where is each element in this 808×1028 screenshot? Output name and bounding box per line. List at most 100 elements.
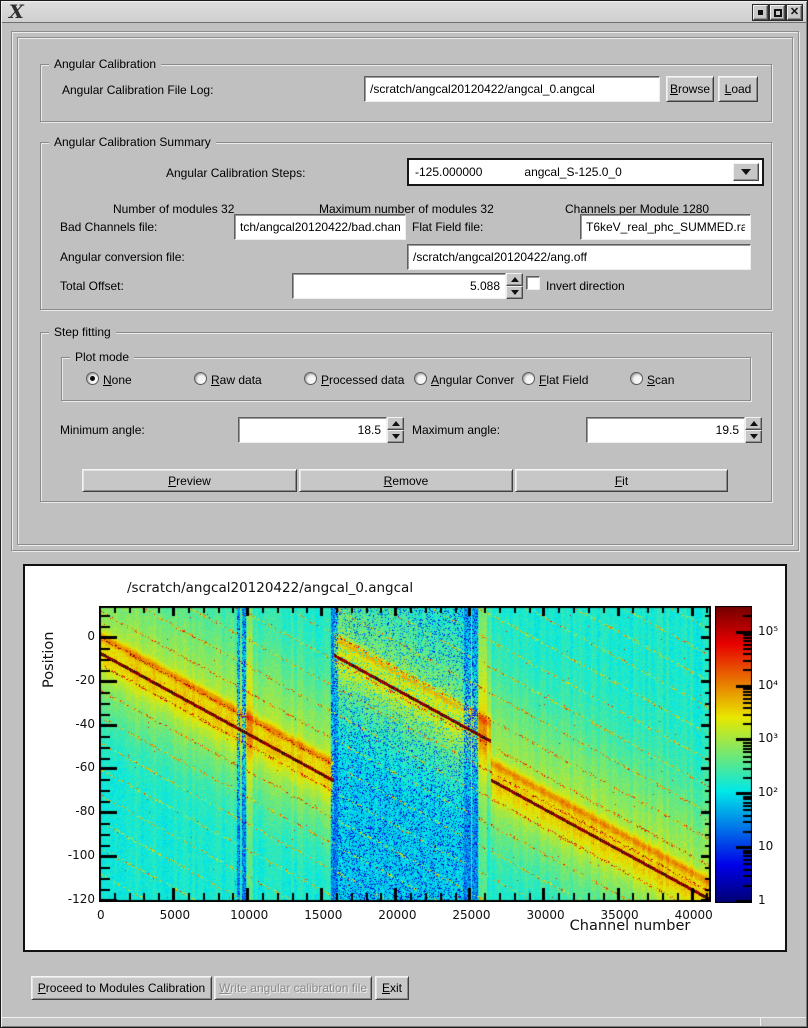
close-button[interactable]: ✕	[787, 5, 802, 20]
arrow-down-icon	[510, 290, 519, 295]
max-angle-label: Maximum angle:	[412, 423, 501, 437]
invert-direction-label: Invert direction	[546, 279, 625, 293]
group-summary-legend: Angular Calibration Summary	[49, 135, 216, 149]
form-panel-inner: Angular Calibration Angular Calibration …	[17, 37, 793, 545]
arrow-up-icon	[391, 421, 400, 426]
radio-angular-conversion[interactable]	[414, 372, 427, 385]
file-log-label: Angular Calibration File Log:	[62, 83, 214, 97]
window-resize-bar[interactable]	[2, 1017, 806, 1026]
radio-processed-data-label[interactable]: Processed data	[321, 373, 405, 387]
group-step-fitting: Step fitting Plot mode	[40, 325, 772, 502]
radio-raw-data-label[interactable]: Raw data	[211, 373, 262, 387]
x-tick-label: 35000	[600, 908, 639, 922]
file-log-input[interactable]	[364, 76, 660, 102]
steps-combobox-name: angcal_S-125.0_0	[524, 165, 622, 179]
arrow-down-icon	[391, 434, 400, 439]
total-offset-spinner	[506, 273, 523, 299]
channels-per-module-label: Channels per Module 1280	[565, 202, 710, 216]
y-tick-label: -40	[75, 716, 95, 731]
form-panel: Angular Calibration Angular Calibration …	[11, 31, 799, 551]
num-modules-label: Number of modules 32	[113, 202, 235, 216]
y-tick-label: 0	[87, 629, 95, 644]
radio-flat-field[interactable]	[522, 372, 535, 385]
min-angle-up-button[interactable]	[387, 417, 404, 430]
radio-none[interactable]	[86, 372, 99, 385]
radio-scan[interactable]	[630, 372, 643, 385]
max-angle-up-button[interactable]	[745, 417, 762, 430]
group-angular-calibration: Angular Calibration	[40, 57, 772, 122]
resize-grip[interactable]	[760, 1018, 761, 1026]
radio-flat-field-label[interactable]: Flat Field	[539, 373, 589, 387]
group-angular-calibration-legend: Angular Calibration	[49, 57, 162, 71]
angular-conversion-input[interactable]	[407, 244, 751, 270]
maximize-button[interactable]	[770, 5, 785, 20]
x-tick-label: 30000	[526, 908, 565, 922]
close-icon: ✕	[789, 6, 800, 18]
max-angle-spinner	[745, 417, 762, 443]
flat-field-input[interactable]	[580, 214, 751, 240]
y-tick-label: -120	[67, 891, 95, 906]
x-tick-label: 40000	[674, 908, 713, 922]
radio-none-label[interactable]: None	[103, 373, 132, 387]
min-angle-spinner	[387, 417, 404, 443]
group-plot-mode-legend: Plot mode	[70, 350, 135, 364]
min-angle-input[interactable]	[238, 417, 387, 443]
colorbar-tick-label: 10²	[758, 785, 779, 799]
group-step-fitting-legend: Step fitting	[49, 325, 116, 339]
total-offset-down-button[interactable]	[506, 286, 523, 299]
arrow-up-icon	[749, 421, 758, 426]
plot-panel: /scratch/angcal20120422/angcal_0.angcal …	[23, 564, 787, 952]
group-summary: Angular Calibration Summary	[40, 135, 772, 310]
y-tick-label: -20	[75, 672, 95, 687]
min-angle-down-button[interactable]	[387, 430, 404, 443]
maximize-icon	[773, 8, 782, 17]
flat-field-label: Flat Field file:	[412, 220, 484, 234]
angular-conversion-label: Angular conversion file:	[60, 250, 185, 264]
steps-combobox-arrow-button[interactable]	[733, 163, 759, 181]
x-tick-label: 0	[97, 908, 105, 922]
x-tick-label: 10000	[230, 908, 269, 922]
group-plot-mode: Plot mode	[61, 350, 751, 401]
invert-direction-checkbox[interactable]	[526, 276, 540, 290]
colorbar-canvas	[715, 606, 752, 903]
x-tick-label: 15000	[304, 908, 343, 922]
max-angle-down-button[interactable]	[745, 430, 762, 443]
x-tick-label: 25000	[452, 908, 491, 922]
max-angle-input[interactable]	[586, 417, 745, 443]
radio-raw-data[interactable]	[194, 372, 207, 385]
total-offset-up-button[interactable]	[506, 273, 523, 286]
window-icon: X	[9, 1, 24, 23]
y-tick-label: -60	[75, 760, 95, 775]
y-tick-label: -100	[67, 848, 95, 863]
x-tick-label: 20000	[378, 908, 417, 922]
arrow-down-icon	[749, 434, 758, 439]
colorbar-tick-label: 10³	[758, 731, 779, 745]
steps-combobox-value: -125.000000	[415, 165, 483, 179]
colorbar-tick-label: 1	[758, 893, 766, 907]
minimize-button[interactable]	[753, 5, 768, 20]
heatmap-canvas[interactable]	[99, 606, 711, 902]
min-angle-label: Minimum angle:	[60, 423, 145, 437]
radio-processed-data[interactable]	[304, 372, 317, 385]
y-tick-label: -80	[75, 804, 95, 819]
radio-angular-conversion-label[interactable]: Angular Conver	[431, 373, 515, 387]
title-bar[interactable]: X ✕	[2, 2, 806, 23]
plot-title: /scratch/angcal20120422/angcal_0.angcal	[127, 580, 414, 596]
total-offset-input[interactable]	[292, 273, 506, 299]
chevron-down-icon	[741, 169, 751, 175]
bad-channels-input[interactable]	[234, 214, 406, 240]
x-tick-label: 5000	[159, 908, 191, 922]
radio-scan-label[interactable]: Scan	[647, 373, 675, 387]
plot-x-axis-label: Channel number	[569, 918, 691, 934]
arrow-up-icon	[510, 277, 519, 282]
steps-combobox[interactable]: -125.000000 angcal_S-125.0_0	[407, 158, 764, 186]
